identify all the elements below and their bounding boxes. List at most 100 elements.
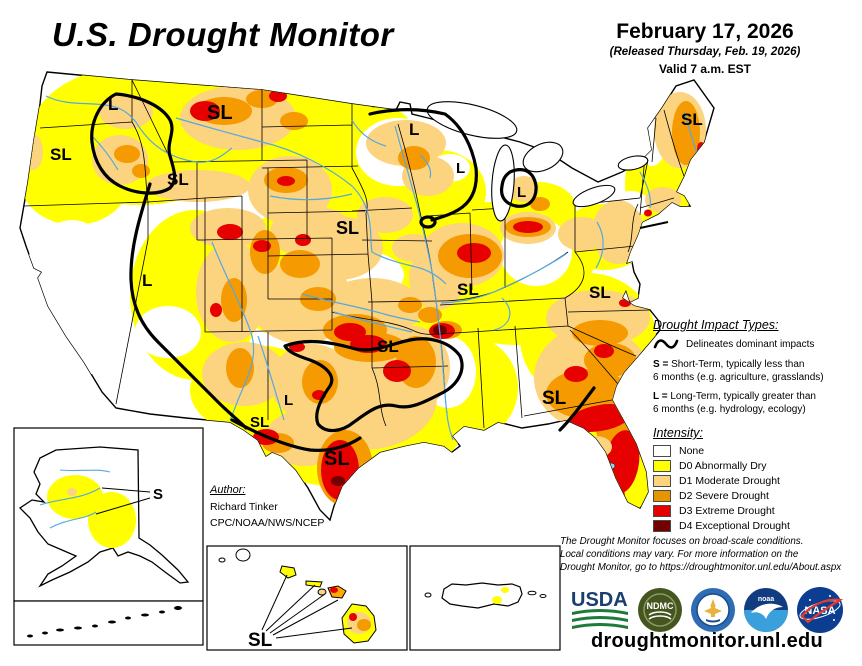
valid-time: Valid 7 a.m. EST: [658, 62, 752, 76]
impact-delineation-lines: [90, 92, 596, 452]
impact-label-w-texas: L: [284, 392, 293, 409]
impact-label-s-illinois: SL: [457, 280, 479, 299]
conus-impact-labels: SL L SL SL L L L L SL SL SL SL SL SL L S…: [50, 95, 703, 470]
lanai: [317, 588, 327, 596]
noaa-logo: noaa: [744, 588, 788, 632]
intensity-heading: Intensity:: [653, 426, 704, 440]
kauai: [235, 548, 251, 562]
molokai: [305, 580, 323, 588]
rivers: [45, 95, 699, 441]
d2-swatch: [653, 490, 671, 502]
ndmc-logo: NDMC: [638, 588, 682, 632]
niihau: [218, 557, 226, 563]
big-island-d3-spot: [349, 613, 357, 621]
delineates-label: Delineates dominant impacts: [686, 338, 815, 350]
legend-row-d4: D4 Exceptional Drought: [653, 520, 859, 532]
d3-swatch: [653, 505, 671, 517]
legend-row-none: None: [653, 445, 859, 457]
puerto-rico-inset: [409, 545, 561, 651]
long-term-prefix: L =: [653, 391, 671, 402]
nasa-logo: NASA: [797, 587, 844, 633]
released-date: (Released Thursday, Feb. 19, 2026): [609, 46, 801, 58]
impact-label-big-bend: SL: [250, 414, 269, 431]
impact-label-maine: SL: [681, 110, 703, 129]
alaska-d1-spot: [67, 488, 77, 496]
big-island-d2: [357, 619, 371, 631]
impact-label-w-oregon: SL: [50, 145, 72, 164]
impact-label-virginia: SL: [589, 283, 611, 302]
d1-swatch: [653, 475, 671, 487]
pr-small-island: [539, 594, 547, 598]
author-org: CPC/NOAA/NWS/NCEP: [210, 517, 325, 530]
impact-label-michigan: L: [517, 184, 526, 201]
commerce-seal-logo: [691, 588, 735, 632]
d4-label: D4 Exceptional Drought: [679, 520, 790, 532]
legend-row-d1: D1 Moderate Drought: [653, 475, 859, 487]
impact-label-idaho-utah: SL: [167, 170, 189, 189]
impact-label-hawaii: SL: [248, 630, 273, 651]
d2-label: D2 Severe Drought: [679, 490, 769, 502]
alaska-d0-area: [88, 492, 136, 548]
pr-d0-spot: [492, 596, 502, 604]
impact-label-nevada-utah: L: [142, 271, 152, 290]
ndmc-text: NDMC: [647, 601, 674, 611]
usda-logo: USDA: [571, 589, 628, 629]
alaska-inset: S: [13, 427, 204, 646]
long-term-line1: Long-Term, typically greater than: [670, 391, 816, 402]
conus: SL L SL SL L L L L SL SL SL SL SL SL L S…: [19, 71, 715, 521]
aleutian-islands: [27, 606, 182, 638]
pr-d0-spot: [501, 587, 509, 593]
impact-types-heading: Drought Impact Types:: [653, 318, 779, 332]
hawaii-inset: SL: [206, 545, 408, 651]
usda-text: USDA: [571, 589, 628, 611]
long-term-definition: L = Long-Term, typically greater than 6 …: [653, 391, 859, 416]
legend-panel: Drought Impact Types: Delineates dominan…: [653, 318, 859, 535]
impact-label-ne-oregon: L: [108, 95, 118, 114]
author-name: Richard Tinker: [210, 501, 278, 514]
delineation-squiggle-icon: [653, 339, 679, 349]
d3-extreme-drought-areas: [190, 90, 705, 508]
page-title: U.S. Drought Monitor: [52, 16, 394, 53]
disclaimer-line2: Local conditions may vary. For more info…: [560, 548, 799, 560]
legend-row-d3: D3 Extreme Drought: [653, 505, 859, 517]
header-date-block: February 17, 2026 (Released Thursday, Fe…: [570, 20, 840, 76]
alaska-callout-line: [101, 487, 151, 493]
d0-label: D0 Abnormally Dry: [679, 460, 767, 472]
author-heading: Author:: [210, 484, 246, 496]
disclaimer-line3: Drought Monitor, go to https://droughtmo…: [560, 561, 842, 573]
florida-d1-patch: [580, 436, 612, 458]
d3-label: D3 Extreme Drought: [679, 505, 775, 517]
oahu: [279, 565, 297, 579]
disclaimer: The Drought Monitor focuses on broad-sca…: [560, 536, 860, 575]
impact-label-georgia-florida: SL: [542, 388, 567, 409]
impact-label-minnesota: L: [409, 120, 419, 139]
hawaii-callout-lines: [261, 574, 353, 639]
legend-row-d0: D0 Abnormally Dry: [653, 460, 859, 472]
d0-swatch: [653, 460, 671, 472]
alaska-callout-line: [95, 497, 151, 515]
short-term-line2: 6 months (e.g. agriculture, grasslands): [653, 371, 824, 383]
site-url: droughtmonitor.unl.edu: [590, 630, 824, 652]
short-term-definition: S = Short-Term, typically less than 6 mo…: [653, 359, 859, 384]
short-term-prefix: S =: [653, 359, 672, 370]
noaa-text: noaa: [758, 596, 774, 603]
author-block: Author: Richard Tinker CPC/NOAA/NWS/NCEP: [210, 482, 380, 532]
none-swatch: [653, 445, 671, 457]
short-term-line1: Short-Term, typically less than: [671, 359, 805, 370]
impact-label-wisconsin: L: [456, 160, 465, 177]
legend-row-d2: D2 Severe Drought: [653, 490, 859, 502]
alaska-rivers: [39, 469, 111, 529]
impact-label-montana: SL: [207, 102, 233, 124]
pr-small-island: [527, 590, 537, 596]
pr-small-island: [424, 592, 432, 598]
d1-label: D1 Moderate Drought: [679, 475, 780, 487]
map-date: February 17, 2026: [616, 20, 794, 43]
disclaimer-line1: The Drought Monitor focuses on broad-sca…: [560, 536, 804, 547]
puerto-rico: [441, 582, 523, 609]
none-label: None: [679, 445, 705, 457]
state-borders: [23, 79, 685, 429]
agency-logos: USDA NDMC noaa NASA: [556, 586, 858, 634]
impact-label-s-texas: SL: [324, 448, 350, 470]
impact-label-alaska: S: [153, 486, 163, 503]
